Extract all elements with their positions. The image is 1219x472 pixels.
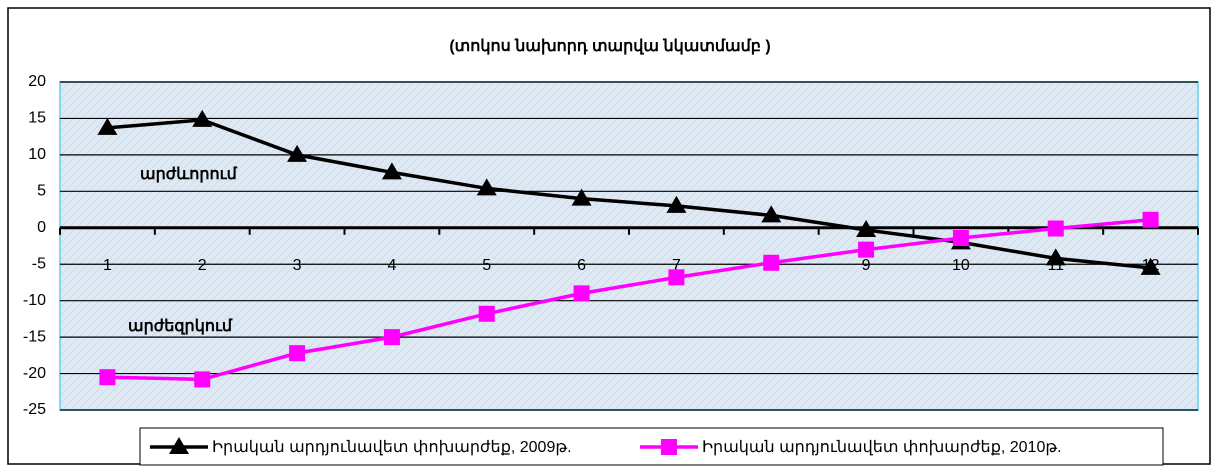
point xyxy=(856,219,877,237)
point xyxy=(761,205,782,223)
point xyxy=(381,162,402,180)
point xyxy=(763,254,780,271)
point xyxy=(668,269,685,286)
y-tick-label: 15 xyxy=(28,110,46,127)
point xyxy=(1142,211,1159,228)
series-line xyxy=(107,218,1151,382)
annotation: արժեզրկում xyxy=(128,318,233,335)
series-line xyxy=(107,118,1151,270)
chart-title: (տոկոս նախորդ տարվա նկատմամբ ) xyxy=(449,38,770,55)
x-tick-label: 2 xyxy=(198,257,207,274)
legend-marker xyxy=(169,437,189,454)
point xyxy=(858,241,875,258)
x-tick-label: 6 xyxy=(577,257,586,274)
x-tick-label: 1 xyxy=(103,257,112,274)
point xyxy=(478,305,495,322)
legend-label: Իրական արդյունավետ փոխարժեք, 2010թ. xyxy=(702,439,1062,456)
x-tick-label: 10 xyxy=(952,257,970,274)
point xyxy=(1140,257,1161,275)
x-tick-label: 7 xyxy=(672,257,681,274)
point xyxy=(476,178,497,196)
y-tick-label: 20 xyxy=(28,73,46,90)
point xyxy=(194,371,211,388)
y-tick-label: -10 xyxy=(23,292,46,309)
point xyxy=(571,188,592,206)
point xyxy=(287,144,308,162)
y-tick-label: -20 xyxy=(23,365,46,382)
y-tick-label: 0 xyxy=(37,219,46,236)
point xyxy=(666,195,687,213)
point xyxy=(1047,220,1064,237)
point xyxy=(97,117,118,135)
x-tick-label: 4 xyxy=(387,257,396,274)
point xyxy=(289,345,306,362)
x-tick-label: 5 xyxy=(482,257,491,274)
point xyxy=(192,109,213,127)
point xyxy=(383,329,400,346)
x-tick-label: 3 xyxy=(293,257,302,274)
y-tick-label: -5 xyxy=(32,255,46,272)
point xyxy=(952,229,969,246)
annotation: արժևորում xyxy=(140,166,238,183)
point xyxy=(99,369,116,386)
legend-label: Իրական արդյունավետ փոխարժեք, 2009թ. xyxy=(212,439,572,456)
point xyxy=(1045,248,1066,266)
legend-marker xyxy=(661,439,677,455)
y-tick-label: -25 xyxy=(23,401,46,418)
x-tick-label: 9 xyxy=(862,257,871,274)
point xyxy=(573,285,590,302)
y-tick-label: 5 xyxy=(37,183,46,200)
y-tick-label: -15 xyxy=(23,328,46,345)
y-tick-label: 10 xyxy=(28,146,46,163)
